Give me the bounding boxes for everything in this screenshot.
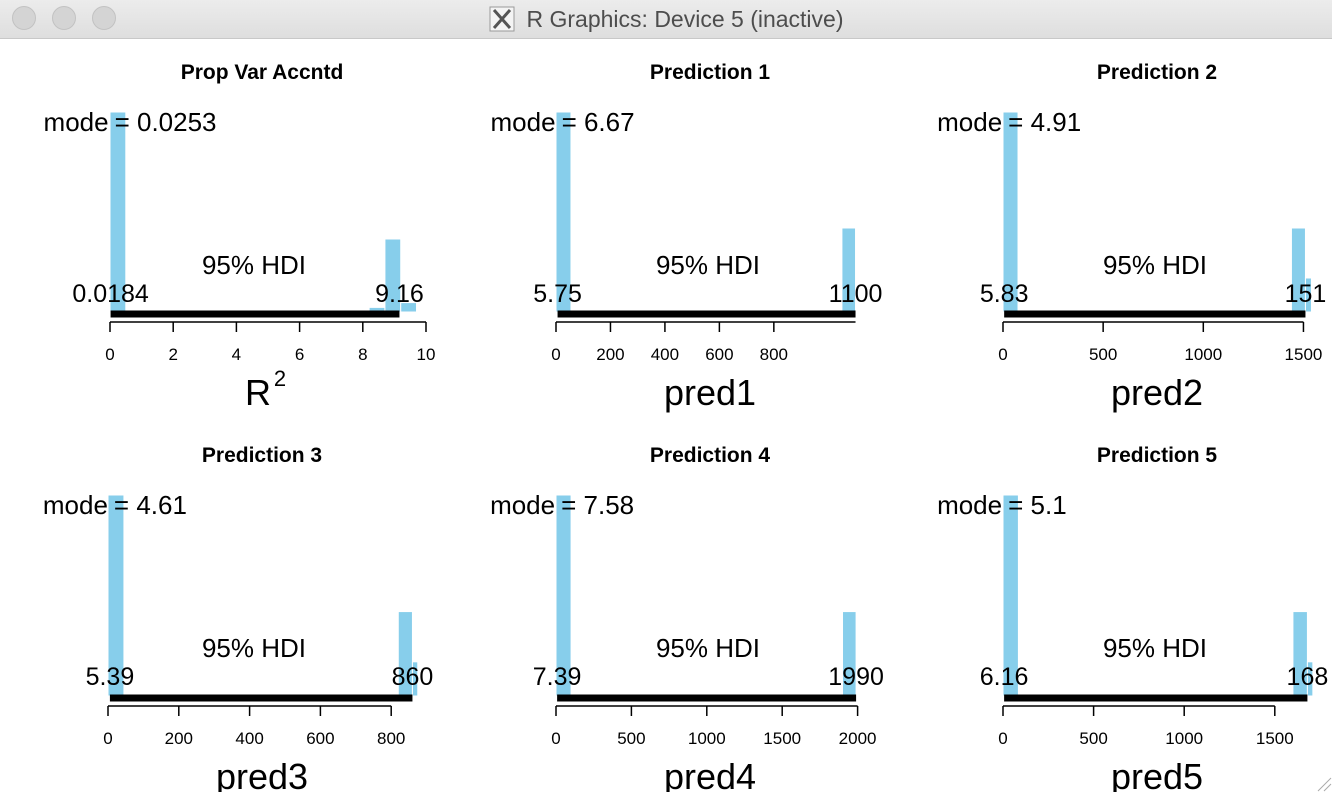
hdi-low-label: 5.39 bbox=[86, 663, 135, 691]
x-tick-label: 1000 bbox=[1184, 345, 1222, 364]
panel-title: Prediction 1 bbox=[650, 61, 771, 84]
x-tick-label: 800 bbox=[377, 729, 405, 748]
x-tick-label: 1500 bbox=[1256, 729, 1294, 748]
x-tick-label: 600 bbox=[306, 729, 334, 748]
hdi-low-label: 6.16 bbox=[980, 663, 1029, 691]
mode-label: mode bbox=[937, 490, 1002, 520]
mode-label: mode bbox=[937, 107, 1002, 137]
hdi-low-label: 0.0184 bbox=[72, 280, 149, 308]
mode-value: = 5.1 bbox=[1008, 490, 1067, 520]
window-title: R Graphics: Device 5 (inactive) bbox=[526, 5, 844, 32]
x-tick-label: 600 bbox=[705, 345, 733, 364]
x-tick-label: 400 bbox=[651, 345, 679, 364]
resize-grip-icon[interactable] bbox=[1310, 770, 1332, 792]
x-tick-label: 200 bbox=[596, 345, 624, 364]
hdi-label: 95% HDI bbox=[202, 250, 306, 280]
hdi-label: 95% HDI bbox=[1103, 250, 1207, 280]
window-titlebar[interactable]: R Graphics: Device 5 (inactive) bbox=[0, 0, 1332, 39]
panel-title: Prediction 3 bbox=[202, 444, 322, 467]
hdi-label: 95% HDI bbox=[656, 250, 760, 280]
panel-title: Prediction 5 bbox=[1097, 444, 1218, 467]
x-axis-label: pred5 bbox=[1111, 756, 1203, 792]
x-tick-label: 400 bbox=[235, 729, 263, 748]
x-tick-label: 200 bbox=[165, 729, 193, 748]
hdi-low-label: 5.83 bbox=[980, 280, 1029, 308]
x-tick-label: 1000 bbox=[1165, 729, 1203, 748]
mode-value: = 7.58 bbox=[561, 490, 634, 520]
x-tick-label: 0 bbox=[551, 345, 560, 364]
histogram-bar bbox=[1304, 277, 1312, 313]
mode-label: mode bbox=[490, 490, 555, 520]
x-tick-label: 0 bbox=[998, 345, 1007, 364]
x-axis-label-superscript: 2 bbox=[274, 366, 286, 391]
hdi-low-label: 5.75 bbox=[533, 280, 582, 308]
hdi-high-label: 9.16 bbox=[375, 280, 424, 308]
x-tick-label: 2000 bbox=[839, 729, 877, 748]
x-tick-label: 500 bbox=[1079, 729, 1107, 748]
hdi-label: 95% HDI bbox=[656, 633, 760, 663]
mode-label: mode bbox=[43, 490, 108, 520]
hdi-high-label: 1990 bbox=[828, 663, 884, 691]
mode-value: = 4.91 bbox=[1008, 107, 1081, 137]
hdi-high-label: 860 bbox=[392, 663, 434, 691]
x-tick-label: 1000 bbox=[688, 729, 726, 748]
x-tick-label: 0 bbox=[551, 729, 560, 748]
histogram-bar bbox=[411, 661, 419, 697]
hdi-label: 95% HDI bbox=[1103, 633, 1207, 663]
x-tick-label: 0 bbox=[998, 729, 1007, 748]
x-tick-label: 500 bbox=[1089, 345, 1117, 364]
x-axis-label: pred1 bbox=[664, 372, 756, 413]
x-axis-label: pred4 bbox=[664, 756, 756, 792]
close-button[interactable] bbox=[12, 6, 36, 30]
hdi-high-label: 168 bbox=[1287, 663, 1329, 691]
x-tick-label: 6 bbox=[295, 345, 304, 364]
x-axis-label: R bbox=[245, 372, 271, 413]
histogram-bar bbox=[400, 302, 418, 313]
x-axis-label: pred3 bbox=[216, 756, 308, 792]
x-tick-label: 4 bbox=[232, 345, 241, 364]
x-tick-label: 1500 bbox=[1285, 345, 1323, 364]
x-tick-label: 8 bbox=[358, 345, 367, 364]
mode-label: mode bbox=[491, 107, 556, 137]
hdi-label: 95% HDI bbox=[202, 633, 306, 663]
window-title-container: R Graphics: Device 5 (inactive) bbox=[0, 0, 1332, 38]
histogram-bar bbox=[1306, 661, 1314, 697]
x-tick-label: 2 bbox=[168, 345, 177, 364]
hdi-high-label: 151 bbox=[1285, 280, 1327, 308]
x-tick-label: 500 bbox=[617, 729, 645, 748]
x-tick-label: 800 bbox=[760, 345, 788, 364]
panel-title: Prop Var Accntd bbox=[181, 61, 344, 84]
mode-value: = 4.61 bbox=[114, 490, 187, 520]
hdi-high-label: 1100 bbox=[829, 280, 883, 308]
hdi-low-label: 7.39 bbox=[533, 663, 582, 691]
mode-value: = 6.67 bbox=[562, 107, 635, 137]
minimize-button[interactable] bbox=[52, 6, 76, 30]
panel-title: Prediction 2 bbox=[1097, 61, 1217, 84]
panel-title: Prediction 4 bbox=[650, 444, 771, 467]
zoom-button[interactable] bbox=[92, 6, 116, 30]
mode-label: mode bbox=[44, 107, 109, 137]
x11-icon bbox=[489, 6, 514, 32]
x-tick-label: 0 bbox=[103, 729, 112, 748]
x-tick-label: 1500 bbox=[763, 729, 801, 748]
x-tick-label: 0 bbox=[105, 345, 114, 364]
x-tick-label: 10 bbox=[417, 345, 436, 364]
mode-value: = 0.0253 bbox=[115, 107, 217, 137]
x-axis-label: pred2 bbox=[1111, 372, 1203, 413]
